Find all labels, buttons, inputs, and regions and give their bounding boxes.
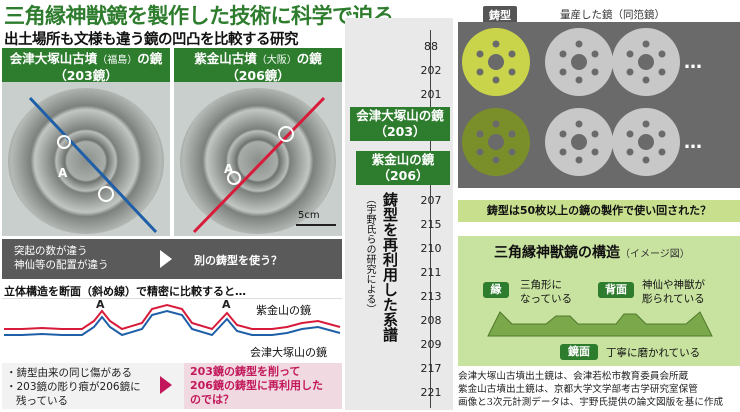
mirror-cross-section [487,311,713,337]
sequence-column [345,18,453,410]
right-arrow-icon [160,250,172,268]
structure-title-main: 三角縁神獣鏡の構造 [494,245,620,261]
credit-text: 会津大塚山古墳出土鏡は、会津若松市教育委員会所蔵 紫金山古墳出土鏡は、京都大学文… [458,370,740,409]
seq-num-202: 202 [420,64,442,77]
seq-num-208: 208 [420,314,442,327]
right-mirror-marker: A [224,162,234,176]
sequence-vertical-title: 鋳型を再利用した系譜 [381,192,399,342]
right-mirror-region: （大阪） [256,55,297,66]
seq-num-215: 215 [420,218,442,231]
evidence-text: ・鋳型由来の同じ傷がある ・203鏡の彫り痕が206鏡に 残っている [6,366,141,408]
credit-line3: 画像と3次元計測データは、宇野氏提供の論文図版を基に作成 [458,397,724,408]
right-mirror-section-line [192,96,326,234]
right-mirror-panel: 紫金山古墳（大阪）の鏡 （206鏡） A 5cm [174,48,342,236]
structure-title-note: （イメージ図） [620,249,690,260]
seq-node-206-id: （206） [377,168,429,183]
seq-num-211: 211 [420,266,442,279]
ellipsis-2: … [684,132,702,153]
seq-num-213: 213 [420,290,442,303]
difference-line1: 突起の数が違う [14,245,88,257]
mold-label: 鋳型 [483,6,517,24]
page-subtitle: 出土場所も文様も違う鏡の凹凸を比較する研究 [4,32,299,48]
ellipsis-1: … [684,52,702,73]
conclusion-line2: 206鏡の鋳型に再利用した [190,379,323,392]
left-mirror-name: 会津大塚山古墳 [9,51,98,66]
sequence-vertical-note: （宇野氏らの研究による） [364,194,375,314]
left-mirror-section-line [28,96,158,234]
profile-line-shikinzan [4,303,341,331]
conclusion-line3: のでは？ [190,393,234,406]
scale-bar [296,224,336,226]
left-mirror-marker: A [58,166,68,180]
seq-node-203-id: （203） [374,124,426,139]
scale-label: 5cm [298,210,320,221]
mass-label: 量産した鏡（同笵鏡） [560,9,665,21]
page-title: 三角縁神獣鏡を製作した技術に科学で迫る [4,4,394,28]
credit-line2: 紫金山古墳出土鏡は、京都大学文学部考古学研究室保管 [458,384,698,395]
left-mirror-suffix: の鏡 [137,51,163,66]
left-mirror-image [8,88,164,234]
rim-text: 三角形に なっている [520,278,572,306]
profile-line-aizu [4,309,341,337]
credit-line1: 会津大塚山古墳出土鏡は、会津若松市教育委員会所蔵 [458,371,689,382]
casting-note: 鋳型は50枚以上の鏡の製作で使い回された？ [458,200,740,222]
left-mirror-header: 会津大塚山古墳（福島）の鏡 （203鏡） [2,48,170,83]
right-mirror-name: 紫金山古墳 [194,51,257,66]
profile-chart [4,303,341,337]
rim-text-1: 三角形に [520,279,562,291]
back-text: 神仙や神獣が 彫られている [642,278,705,306]
conclusion-line1: 203鏡の鋳型を削って [190,365,301,378]
difference-note-text: 突起の数が違う 神仙等の配置が違う [14,244,109,272]
rim-tag: 縁 [483,282,509,298]
face-tag: 鏡面 [560,344,598,360]
disc-holes [476,40,666,164]
difference-conclusion: 別の鋳型を使う？ [194,254,282,267]
left-mirror-panel: 会津大塚山古墳（福島）の鏡 （203鏡） A [2,48,170,236]
back-text-1: 神仙や神獣が [642,279,705,291]
back-text-2: 彫られている [642,293,705,305]
seq-num-201: 201 [420,88,442,101]
right-mirror-header: 紫金山古墳（大阪）の鏡 （206鏡） [174,48,342,83]
seq-node-206-label: 紫金山の鏡 [371,152,435,167]
evidence-line3: 残っている [16,395,68,407]
back-tag: 背面 [598,282,634,298]
evidence-arrow-icon [160,376,172,394]
seq-node-203-label: 会津大塚山の鏡 [356,108,444,123]
face-text: 丁寧に磨かれている [606,347,701,359]
sequence-spine [430,30,431,408]
profile-legend-shikinzan: 紫金山の鏡 [256,304,311,317]
profile-panel [2,298,342,360]
evidence-line2: ・203鏡の彫り痕が206鏡に [6,381,141,393]
seq-num-88: 88 [424,40,438,53]
right-mirror-suffix: の鏡 [296,51,322,66]
profile-heading: 立体構造を断面（斜め線）で精密に比較すると… [4,285,246,298]
profile-marker-1: A [96,298,105,311]
evidence-conclusion: 203鏡の鋳型を削って 206鏡の鋳型に再利用した のでは？ [184,363,342,409]
seq-node-203: 会津大塚山の鏡 （203） [350,107,450,141]
profile-legend-aizu: 会津大塚山の鏡 [250,346,327,359]
difference-line2: 神仙等の配置が違う [14,259,109,271]
left-mirror-id: （203鏡） [54,68,118,83]
seq-num-217: 217 [420,362,442,375]
seq-num-207: 207 [420,194,442,207]
seq-num-221: 221 [420,386,442,399]
seq-num-210: 210 [420,242,442,255]
seq-node-206: 紫金山の鏡 （206） [356,151,450,185]
difference-note [2,239,342,279]
seq-num-209: 209 [420,338,442,351]
structure-title: 三角縁神獣鏡の構造（イメージ図） [494,242,690,262]
structure-panel [458,236,740,366]
right-mirror-id: （206鏡） [226,68,290,83]
evidence-line1: ・鋳型由来の同じ傷がある [6,367,132,379]
rim-text-2: なっている [520,293,572,305]
profile-marker-2: A [222,298,231,311]
left-mirror-region: （福島） [97,55,138,66]
